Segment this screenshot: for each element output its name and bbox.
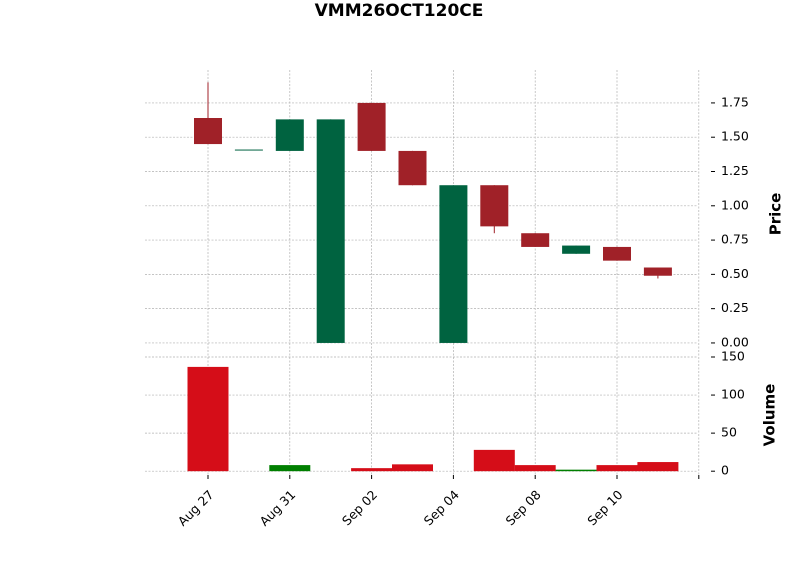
candle-body bbox=[480, 185, 509, 227]
volume-bar bbox=[637, 462, 679, 472]
y-tick-label: 0.50 bbox=[721, 266, 749, 281]
y2-tick-label: 150 bbox=[721, 349, 745, 364]
volume-bar bbox=[555, 469, 597, 472]
candle-body bbox=[275, 119, 304, 151]
y-tick-label: 1.25 bbox=[721, 163, 749, 178]
candle-body bbox=[603, 246, 631, 261]
candle-body bbox=[643, 267, 672, 276]
volume-bar bbox=[269, 465, 311, 472]
y-tick-label: 1.50 bbox=[721, 129, 749, 144]
volume-bar bbox=[187, 366, 229, 472]
x-tick-label: Sep 02 bbox=[339, 487, 380, 528]
volume-bar bbox=[351, 468, 393, 472]
candle-body bbox=[234, 149, 263, 151]
y2-tick-label: 50 bbox=[721, 425, 737, 440]
y2-tick-label: 0 bbox=[721, 463, 729, 478]
candle-body bbox=[439, 185, 468, 343]
y2-tick-label: 100 bbox=[721, 387, 745, 402]
y-tick-label: 1.75 bbox=[721, 94, 749, 109]
volume-bar bbox=[596, 465, 638, 472]
x-tick-label: Sep 08 bbox=[502, 487, 543, 528]
candle-body bbox=[562, 245, 591, 254]
volume-bar bbox=[473, 449, 515, 472]
candle-body bbox=[357, 102, 386, 151]
y-tick-label: 0.25 bbox=[721, 300, 749, 315]
volume-bar bbox=[392, 464, 433, 472]
y-tick-label: 1.00 bbox=[721, 197, 749, 212]
x-tick-label: Sep 10 bbox=[584, 487, 625, 528]
y-tick-label: 0.75 bbox=[721, 232, 749, 247]
candle-body bbox=[194, 118, 222, 145]
y-tick-label: 0.00 bbox=[721, 334, 749, 349]
y2-axis-label: Volume bbox=[761, 384, 779, 447]
x-tick-label: Sep 04 bbox=[421, 487, 462, 528]
y-axis-label: Price bbox=[767, 193, 785, 236]
candle-body bbox=[398, 150, 427, 186]
chart-title: VMM26OCT120CE bbox=[315, 1, 484, 21]
candle-body bbox=[521, 233, 550, 247]
x-tick-label: Aug 27 bbox=[175, 487, 217, 529]
volume-bar bbox=[514, 465, 556, 472]
x-tick-label: Aug 31 bbox=[256, 487, 298, 529]
candle-body bbox=[316, 119, 345, 343]
